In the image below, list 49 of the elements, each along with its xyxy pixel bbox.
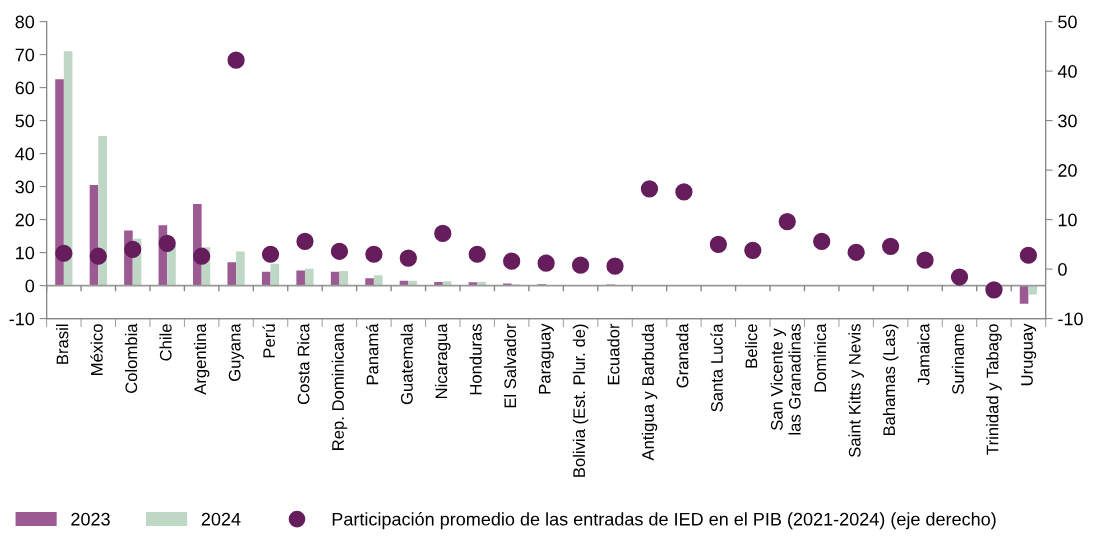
y2-tick-label: -10 (1058, 312, 1083, 326)
y2-tick-label: 20 (1058, 164, 1077, 177)
y-tick-label: 40 (15, 147, 35, 161)
x-tick-label: Jamaica (917, 323, 930, 386)
x-tick-label: Granada (676, 323, 689, 388)
x-tick-label: Dominica (813, 323, 827, 392)
x-tick-label: Colombia (124, 323, 138, 394)
y-tick-label: 30 (15, 180, 35, 194)
y2-tick-label: 30 (1058, 114, 1077, 128)
x-tick-label: Bahamas (Las) (882, 324, 899, 436)
y-tick-label: -10 (9, 312, 35, 326)
x-tick-label: Honduras (469, 324, 482, 395)
x-tick-label: Perú (262, 324, 276, 358)
x-tick-label: Suriname (951, 324, 964, 395)
x-tick-label: Chile (159, 324, 172, 361)
x-tick-label: Uruguay (1021, 323, 1037, 386)
y-tick-label: 70 (15, 48, 35, 62)
y-tick-label: 0 (25, 279, 35, 293)
y-tick-label: 20 (15, 213, 35, 227)
x-tick-label: Trinidad y Tabago (986, 324, 1002, 455)
x-tick-label: San Vicente y las Granadinas (770, 324, 801, 435)
legend-label: 2024 (201, 512, 241, 526)
y-tick-label: 50 (15, 114, 35, 128)
y2-tick-label: 0 (1058, 263, 1067, 276)
x-tick-label: Saint Kitts y Nevis (848, 324, 864, 457)
x-tick-label: Ecuador (607, 323, 620, 385)
x-tick-label: Paraguay (538, 323, 554, 394)
legend-label: 2023 (71, 512, 110, 526)
x-tick-label: México (90, 324, 103, 375)
x-tick-label: Rep. Dominicana (331, 323, 348, 450)
x-tick-label: El Salvador (503, 323, 517, 408)
y-tick-label: 10 (16, 246, 35, 260)
x-tick-label: Belice (745, 324, 758, 368)
x-tick-label: Brasil (56, 324, 69, 364)
x-tick-label: Bolivia (Est. Plur. de) (572, 324, 589, 477)
x-tick-label: Argentina (193, 323, 210, 395)
legend-label: Participación promedio de las entradas de IED en el PIB (2021-2024) (eje derecho) (332, 512, 996, 530)
x-tick-label: Guatemala (400, 323, 413, 405)
x-tick-label: Santa Lucía (710, 323, 723, 412)
y2-tick-label: 10 (1058, 213, 1077, 227)
x-tick-label: Guyana (228, 323, 244, 381)
x-tick-label: Nicaragua (435, 323, 451, 399)
y-tick-label: 80 (15, 15, 35, 29)
y2-tick-label: 40 (1057, 65, 1077, 78)
x-tick-label: Antigua y Barbuda (641, 323, 658, 461)
x-tick-label: Costa Rica (297, 323, 310, 405)
x-tick-label: Panamá (365, 323, 379, 385)
y2-tick-label: 50 (1058, 15, 1077, 29)
y-tick-label: 60 (15, 81, 35, 95)
